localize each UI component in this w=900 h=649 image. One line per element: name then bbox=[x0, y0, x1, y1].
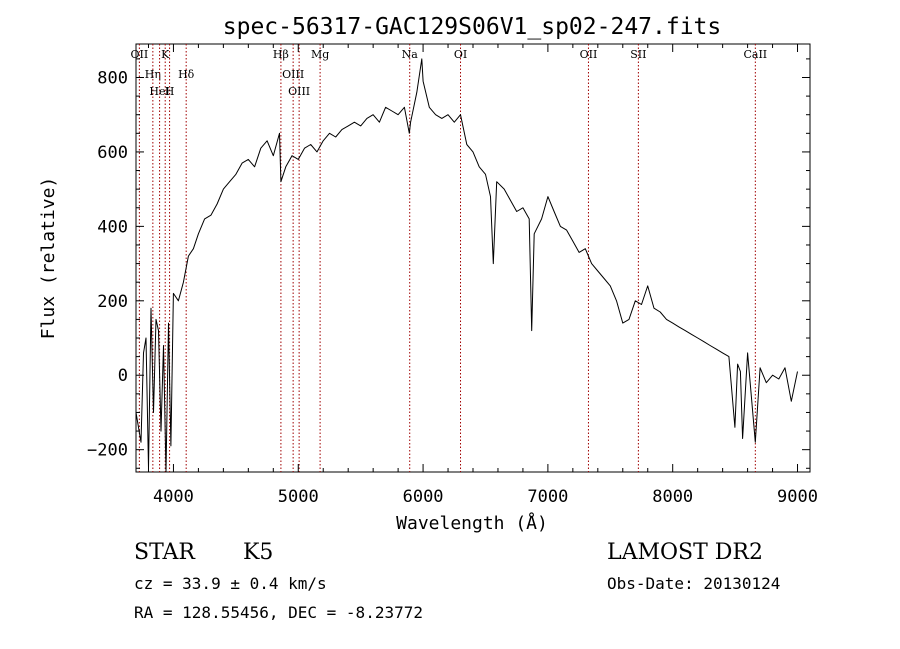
line-label-1: Hη bbox=[145, 68, 161, 81]
object-class: STAR bbox=[134, 540, 195, 565]
y-tick-label-5: 800 bbox=[97, 68, 128, 88]
x-tick-label-1: 5000 bbox=[278, 487, 319, 507]
y-tick-label-2: 200 bbox=[97, 292, 128, 312]
line-label-5: Hδ bbox=[178, 68, 195, 81]
line-label-8: OIII bbox=[288, 85, 310, 98]
line-label-14: CaII bbox=[743, 48, 767, 61]
line-label-10: Na bbox=[402, 48, 419, 61]
chart-title: spec-56317-GAC129S06V1_sp02-247.fits bbox=[223, 14, 722, 40]
x-tick-label-5: 9000 bbox=[777, 487, 818, 507]
line-label-7: OIII bbox=[282, 68, 304, 81]
plot-frame bbox=[135, 43, 811, 473]
y-tick-label-3: 400 bbox=[97, 217, 128, 237]
line-label-2: HeI bbox=[149, 85, 169, 98]
coordinates: RA = 128.55456, DEC = -8.23772 bbox=[134, 603, 423, 622]
y-tick-label-0: −200 bbox=[87, 441, 128, 461]
x-tick-label-4: 8000 bbox=[652, 487, 693, 507]
line-label-11: OI bbox=[454, 48, 467, 61]
line-label-4: H bbox=[165, 85, 175, 98]
line-label-9: Mg bbox=[311, 48, 329, 61]
line-label-12: OII bbox=[580, 48, 598, 61]
x-tick-label-0: 4000 bbox=[153, 487, 194, 507]
line-label-13: SII bbox=[630, 48, 646, 61]
axis-ticks: 4000 5000 6000 7000 8000 9000 −200 0 200 400 600 80… bbox=[87, 44, 818, 507]
y-tick-label-4: 600 bbox=[97, 143, 128, 163]
line-label-6: Hβ bbox=[273, 48, 289, 61]
spectrum-series bbox=[135, 58, 798, 473]
line-label-3: K bbox=[161, 48, 170, 61]
spectral-line-markers: OII Hη HeI K HHδ Hβ OIII OIII Mg Na OI OII SII CaII bbox=[131, 44, 767, 472]
y-tick-label-1: 0 bbox=[118, 366, 128, 386]
line-label-0: OII bbox=[131, 48, 149, 61]
y-axis-label: Flux (relative) bbox=[38, 177, 59, 340]
x-axis-label: Wavelength (Å) bbox=[396, 512, 548, 534]
observation-date: Obs-Date: 20130124 bbox=[607, 574, 781, 593]
redshift-velocity: cz = 33.9 ± 0.4 km/s bbox=[134, 574, 327, 593]
x-tick-label-2: 6000 bbox=[403, 487, 444, 507]
x-tick-label-3: 7000 bbox=[527, 487, 568, 507]
spectrum-line-0 bbox=[135, 58, 798, 473]
survey-name: LAMOST DR2 bbox=[607, 540, 763, 565]
object-subclass: K5 bbox=[243, 540, 274, 565]
